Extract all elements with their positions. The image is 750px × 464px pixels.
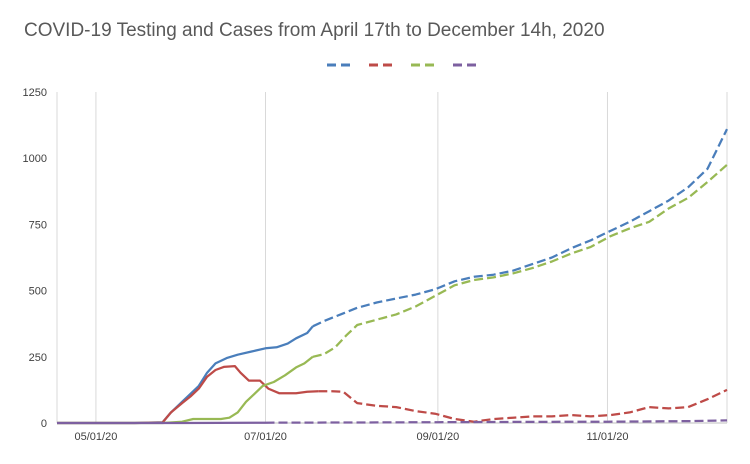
chart-title: COVID-19 Testing and Cases from April 17… — [24, 20, 605, 41]
x-tick-label: 05/01/20 — [75, 431, 118, 443]
series-line-3-solid — [57, 355, 314, 425]
x-tick-label: 07/01/20 — [244, 431, 287, 443]
series-line-2-dashed — [318, 388, 728, 423]
y-tick-label: 750 — [29, 219, 47, 231]
x-tick-label: 11/01/20 — [586, 431, 628, 443]
axes: 0 250 500 750 1000 1250 05/01/20 07/01/20 09/01/… — [23, 87, 727, 443]
series-line-2-solid — [57, 364, 319, 425]
y-tick-label: 1000 — [23, 153, 47, 165]
x-tick-label: 09/01/20 — [416, 431, 459, 443]
series-line-1-dashed — [312, 128, 729, 328]
y-tick-label: 250 — [29, 352, 47, 364]
y-tick-label: 1250 — [23, 87, 47, 99]
series-line-4-dashed — [265, 419, 728, 424]
y-tick-label: 0 — [41, 418, 47, 430]
y-tick-label: 500 — [29, 286, 47, 298]
series-line-1-solid — [57, 325, 314, 425]
series-lines — [57, 128, 729, 425]
grid — [56, 92, 728, 423]
series-line-3-dashed — [312, 163, 728, 358]
